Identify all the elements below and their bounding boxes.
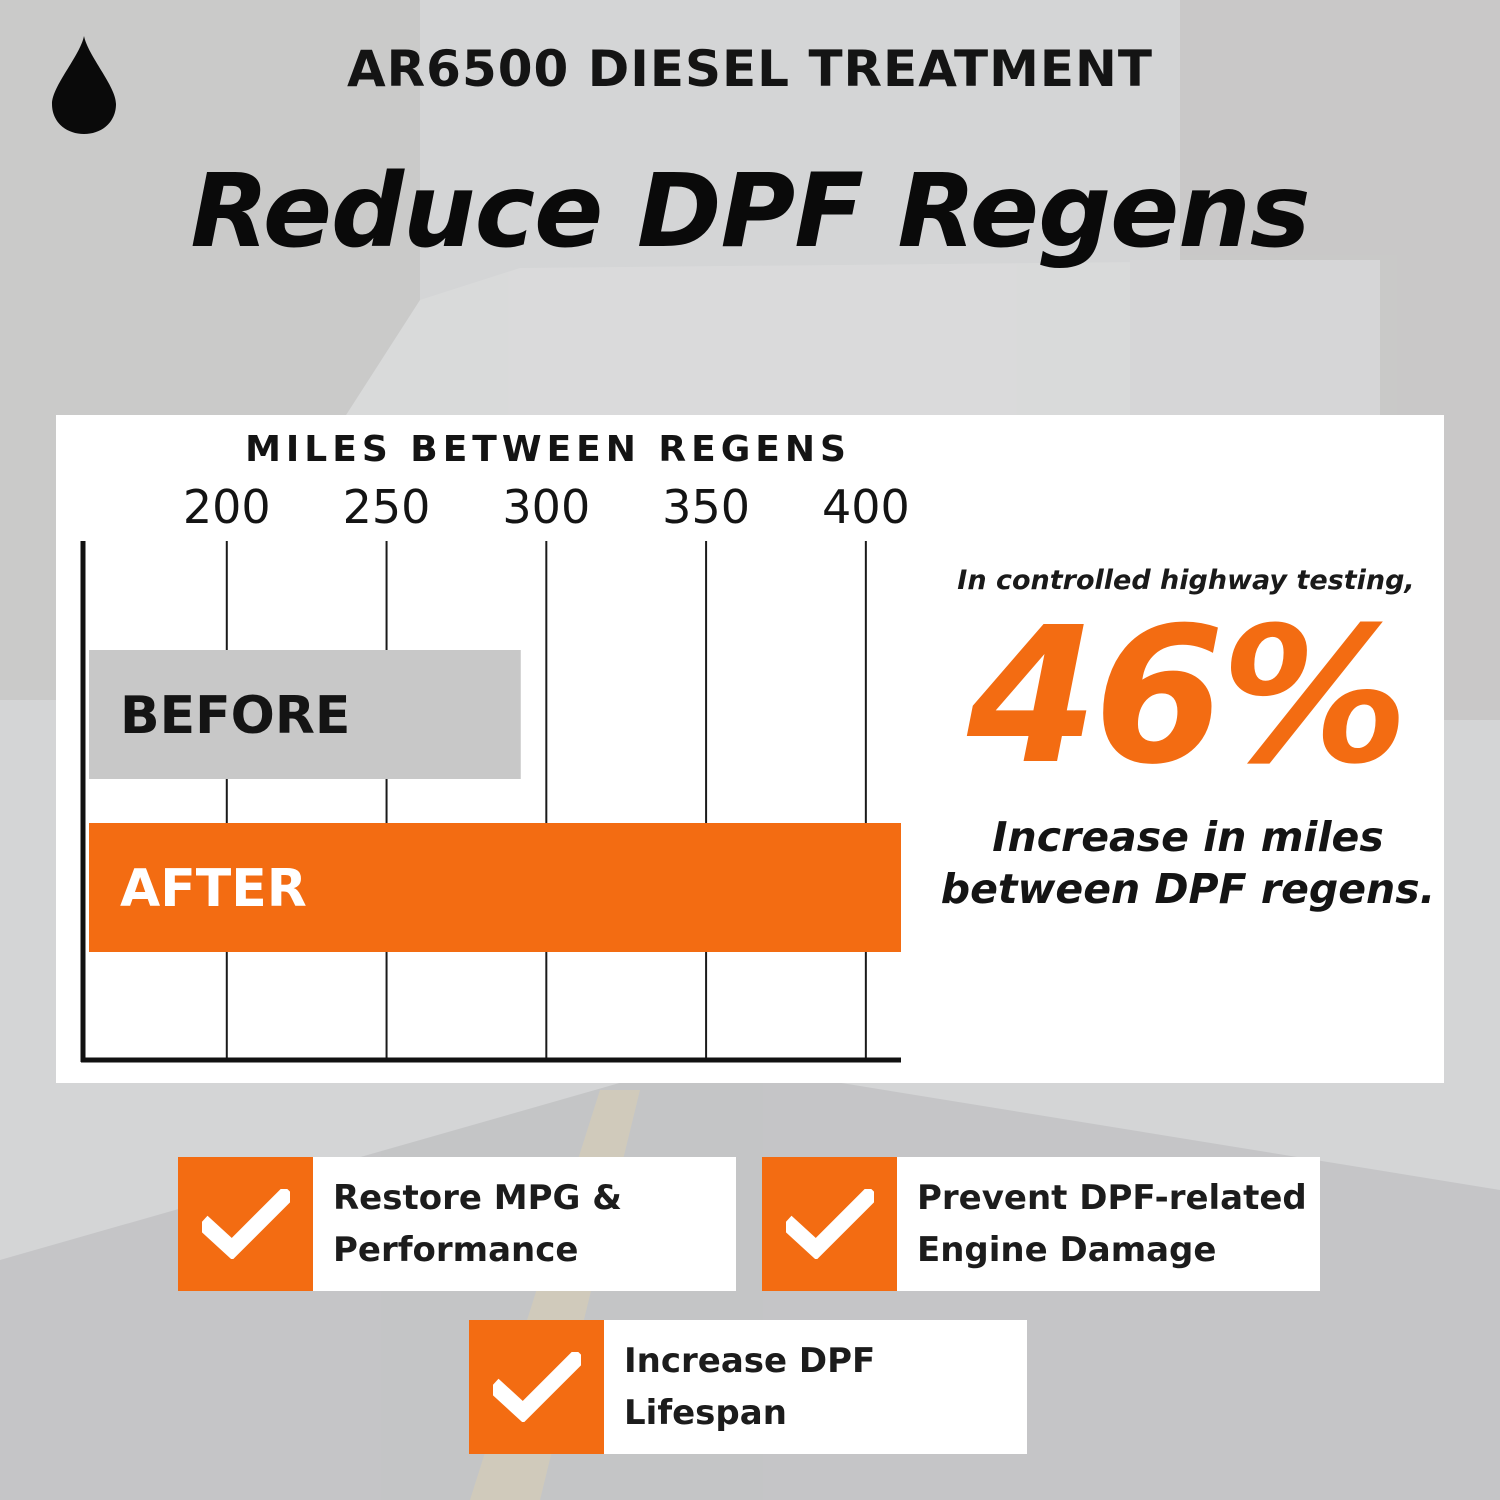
benefit-text: Increase DPF Lifespan	[624, 1341, 876, 1433]
bar-label-after: AFTER	[120, 859, 307, 919]
callout-sub-line1: Increase in miles	[992, 813, 1384, 861]
callout-stat: 46%	[967, 587, 1409, 806]
bar-chart: MILES BETWEEN REGENS 200 250 300 350 400 BEF…	[80, 429, 910, 1063]
callout-lead: In controlled highway testing,	[957, 565, 1415, 596]
chart-title: MILES BETWEEN REGENS	[245, 429, 851, 470]
bar-before	[89, 650, 521, 779]
x-tick-label: 400	[822, 480, 910, 534]
benefit-restore-mpg: Restore MPG & Performance	[178, 1157, 736, 1291]
x-tick-label: 300	[502, 480, 590, 534]
benefit-prevent-damage: Prevent DPF-related Engine Damage	[762, 1157, 1320, 1291]
product-eyebrow: AR6500 DIESEL TREATMENT	[346, 40, 1153, 98]
checkmark-icon	[469, 1320, 604, 1454]
bar-label-before: BEFORE	[120, 686, 350, 746]
bar-after	[89, 823, 901, 952]
callout-subtext: Increase in miles between DPF regens.	[918, 811, 1458, 915]
x-tick-label: 250	[343, 480, 431, 534]
oil-drop-icon	[52, 36, 116, 134]
callout-sub-line2: between DPF regens.	[940, 865, 1436, 913]
checkmark-icon	[762, 1157, 897, 1291]
benefit-text: Prevent DPF-related Engine Damage	[917, 1178, 1307, 1270]
checkmark-icon	[178, 1157, 313, 1291]
page-headline: Reduce DPF Regens	[190, 152, 1310, 271]
benefit-increase-lifespan: Increase DPF Lifespan	[469, 1320, 1027, 1454]
x-tick-label: 350	[662, 480, 750, 534]
x-tick-label: 200	[183, 480, 271, 534]
chart-panel: MILES BETWEEN REGENS 200 250 300 350 400 BEF…	[56, 415, 1444, 1083]
benefit-text: Restore MPG & Performance	[333, 1178, 622, 1270]
